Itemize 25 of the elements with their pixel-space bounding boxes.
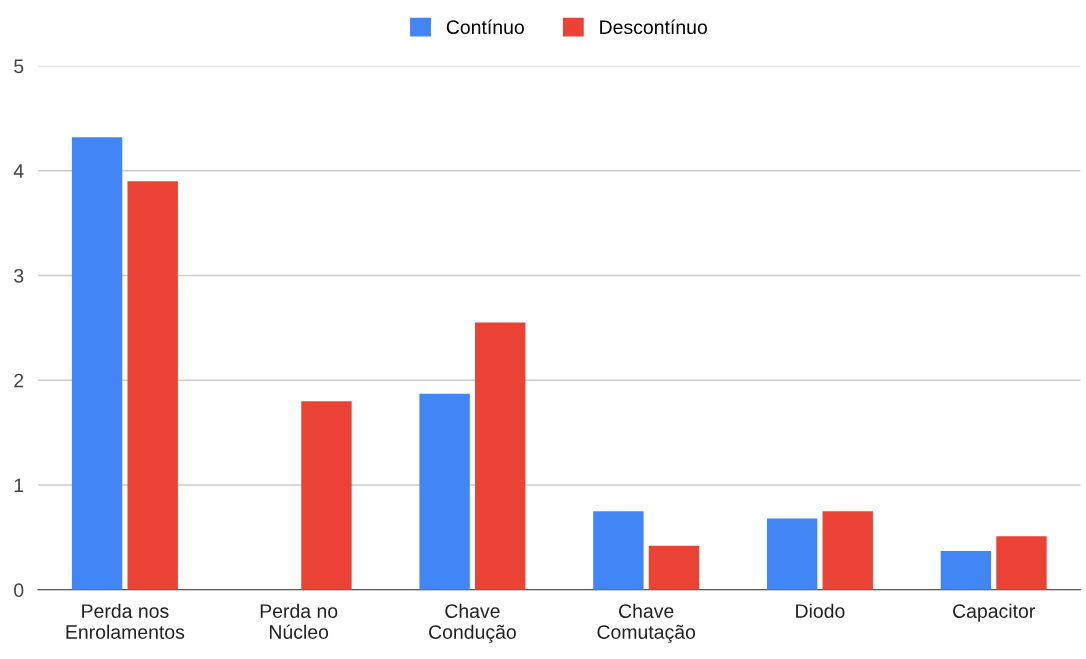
x-tick-label: Capacitor <box>953 603 1035 622</box>
bar <box>593 511 644 590</box>
legend-label: Descontínuo <box>600 19 707 35</box>
bar <box>419 393 470 590</box>
x-tick-label: Diodo <box>796 603 845 618</box>
bar <box>822 511 873 590</box>
legend-label: Contínuo <box>446 19 524 35</box>
x-tick-label: Perda nos Enrolamentos <box>66 603 185 639</box>
bar <box>648 545 700 590</box>
y-tick-label: 4 <box>13 164 24 178</box>
x-tick-label: Perda no Núcleo <box>260 603 338 639</box>
x-tick-label: Chave Comutação <box>597 603 696 643</box>
bar <box>71 137 123 590</box>
y-tick-label: 1 <box>14 478 24 493</box>
bar <box>127 181 178 590</box>
x-tick-label: Chave Condução <box>429 603 516 643</box>
bar <box>766 518 818 590</box>
y-tick-label: 0 <box>14 583 24 598</box>
bar <box>475 322 526 590</box>
bar <box>940 551 992 590</box>
bar <box>996 536 1047 590</box>
bar <box>301 401 352 590</box>
y-tick-label: 5 <box>14 59 24 74</box>
y-tick-label: 2 <box>14 373 24 388</box>
y-tick-label: 3 <box>14 268 24 283</box>
